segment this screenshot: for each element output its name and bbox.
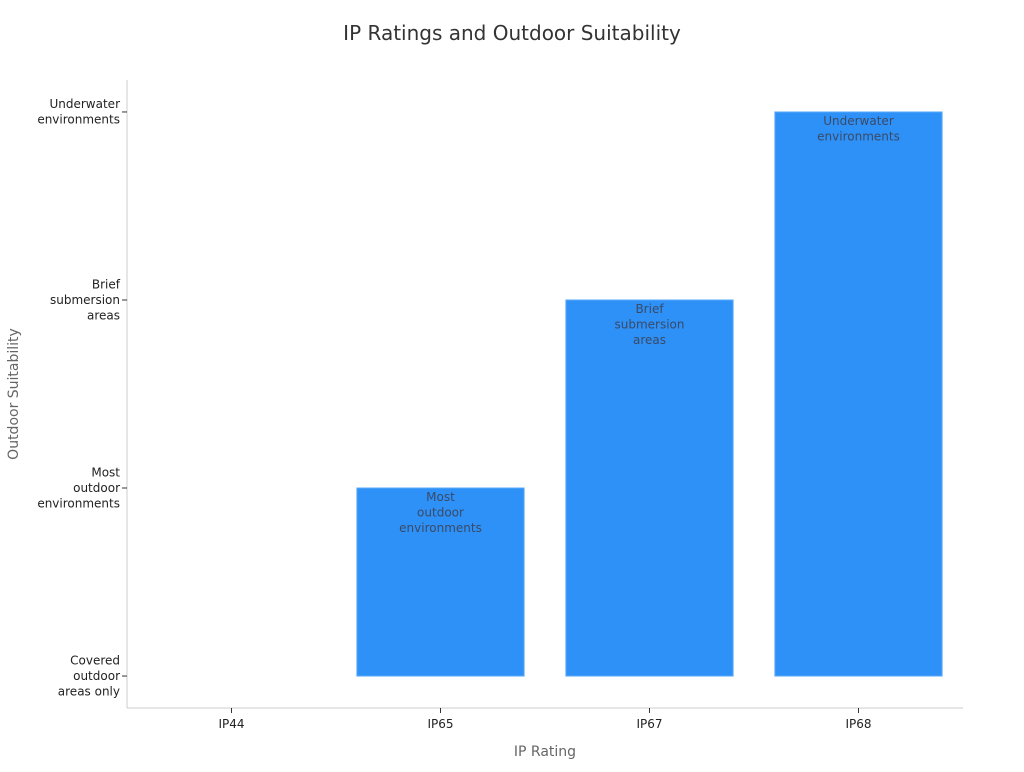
bar-ip65 [356, 487, 525, 677]
y-tick-label: Brief submersion areas [50, 277, 121, 322]
bar-data-label-line: submersion [614, 317, 684, 331]
bar-data-label-line: environments [399, 521, 482, 535]
y-axis-label: Outdoor Suitability [6, 328, 22, 460]
y-tick-label-line: submersion [50, 293, 120, 307]
x-tick-label: IP68 [845, 717, 871, 731]
x-axis-label: IP Rating [514, 744, 576, 760]
x-tick-label: IP65 [427, 717, 453, 731]
bar-data-label-line: environments [817, 129, 900, 143]
y-tick-label-line: environments [37, 113, 120, 127]
y-tick-label-line: Covered [70, 654, 120, 668]
bar-data-label-line: areas [633, 333, 666, 347]
y-tick-label-line: outdoor [73, 669, 120, 683]
y-tick-label-line: areas only [58, 685, 120, 699]
x-tick-label: IP67 [636, 717, 662, 731]
bar-data-label: Brief submersion areas [614, 302, 684, 347]
bar-data-label-line: outdoor [417, 506, 464, 520]
y-tick-label: Covered outdoor areas only [58, 654, 120, 699]
bar-data-label-line: Underwater [823, 114, 894, 128]
y-tick-label: Underwater environments [37, 97, 120, 127]
bar-data-label: Underwater environments [817, 114, 900, 143]
y-tick-label: Most outdoor environments [37, 466, 120, 511]
y-tick-label-line: Brief [92, 277, 121, 291]
y-tick-label-line: Underwater [49, 97, 120, 111]
y-tick-label-line: Most [91, 466, 120, 480]
y-tick-label-line: outdoor [73, 481, 120, 495]
bar-data-label-line: Brief [635, 302, 664, 316]
chart-title: IP Ratings and Outdoor Suitability [343, 21, 681, 45]
bar-ip67 [565, 299, 734, 677]
y-tick-label-line: areas [87, 308, 120, 322]
bar-data-label-line: Most [426, 490, 455, 504]
bar-ip68 [774, 111, 943, 677]
x-tick-label: IP44 [218, 717, 244, 731]
y-tick-label-line: environments [37, 497, 120, 511]
bar-data-label: Most outdoor environments [399, 490, 482, 535]
